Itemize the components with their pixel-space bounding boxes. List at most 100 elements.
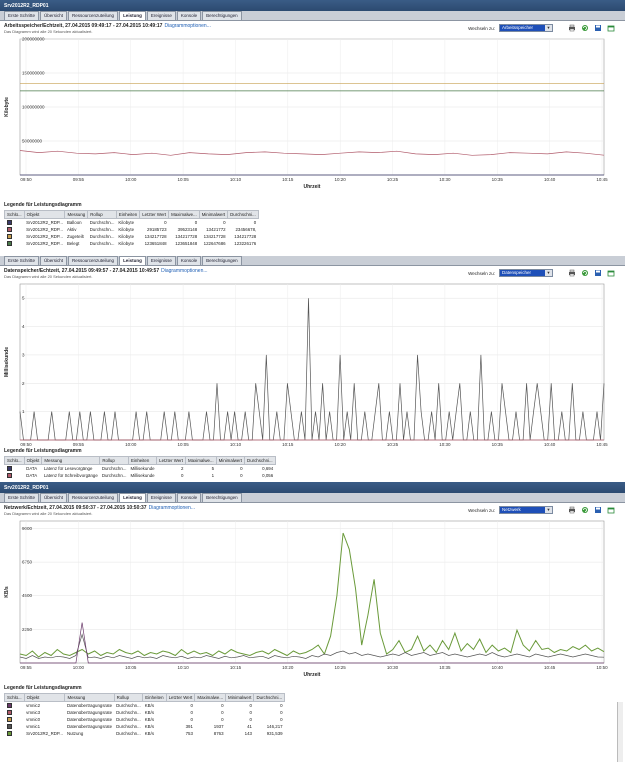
legend-column-header[interactable]: Maximalwe... [194, 693, 227, 702]
legend-column-header[interactable]: Objekt [23, 210, 66, 219]
legend-column-header[interactable]: Maximalwe... [168, 210, 200, 219]
legend-column-header[interactable]: Schlü... [4, 693, 25, 702]
print-icon[interactable] [568, 269, 576, 277]
legend-column-header[interactable]: Schlü... [4, 456, 25, 465]
refresh-icon[interactable] [581, 506, 589, 514]
legend-column-header[interactable]: Letzter Wert [156, 456, 186, 465]
legend-column-header[interactable]: Letzter Wert [165, 693, 196, 702]
legend-cell-max: 123651848 [175, 240, 198, 246]
tab-permissions[interactable]: Berechtigungen [202, 493, 242, 502]
legend-column-header[interactable]: Minimalwert [198, 210, 229, 219]
save-icon[interactable] [594, 506, 602, 514]
tab-summary[interactable]: Übersicht [40, 11, 68, 20]
tab-permissions[interactable]: Berechtigungen [202, 11, 242, 20]
legend-row[interactable]: vmnic2 Datenübertragungsrate Durchschn... K… [5, 702, 285, 709]
tab-getting-started[interactable]: Erste Schritte [4, 493, 40, 502]
tab-resource-allocation[interactable]: Ressourcenzuteilung [68, 493, 119, 502]
legend-row[interactable]: Srv2012R2_RDP... Zugeteilt Durchschn... Kil… [5, 233, 259, 240]
print-icon[interactable] [568, 506, 576, 514]
tab-performance[interactable]: Leistung [119, 11, 146, 20]
tab-console[interactable]: Konsole [176, 11, 202, 20]
legend-column-header[interactable]: Objekt [23, 456, 43, 465]
switch-to: Wechseln zu: Datenspeicher ▼ [468, 269, 553, 277]
chart-title: Netzwerk/Echtzeit, 27.04.2015 09:50:37 -… [4, 505, 147, 511]
popout-icon[interactable] [607, 24, 615, 32]
legend-column-header[interactable]: Rollup [99, 456, 129, 465]
save-icon[interactable] [594, 24, 602, 32]
legend-column-header[interactable]: Durchschni... [244, 456, 276, 465]
legend-cell-last: 753 [185, 730, 193, 736]
legend-column-header[interactable]: Objekt [23, 693, 66, 702]
chart-options-link[interactable]: Diagrammoptionen... [148, 505, 196, 511]
tab-summary[interactable]: Übersicht [40, 256, 68, 265]
legend-column-header[interactable]: Messung [64, 693, 115, 702]
legend-column-header[interactable]: Durchschni... [227, 210, 259, 219]
chart-options-link[interactable]: Diagrammoptionen... [161, 268, 208, 274]
legend-cell-avg: 123226176 [234, 240, 257, 246]
tab-resource-allocation[interactable]: Ressourcenzuteilung [68, 256, 119, 265]
legend-column-header[interactable]: Minimalwert [215, 456, 246, 465]
switch-select[interactable]: Netzwerk ▼ [499, 506, 553, 514]
legend-cell-avg: 0,056 [262, 472, 274, 478]
tab-summary[interactable]: Übersicht [40, 493, 68, 502]
tab-getting-started[interactable]: Erste Schritte [4, 256, 40, 265]
legend-column-header[interactable]: Maximalwe... [184, 456, 217, 465]
tab-events[interactable]: Ereignisse [146, 493, 176, 502]
color-swatch [6, 716, 12, 722]
window-title: Srv2012R2_RDP01 [0, 482, 625, 493]
tab-resource-allocation[interactable]: Ressourcenzuteilung [68, 11, 119, 20]
legend-cell-meas: Datenübertragungsrate [66, 709, 113, 715]
legend-column-header[interactable]: Messung [64, 210, 89, 219]
legend-row[interactable]: vmnic1 Datenübertragungsrate Durchschn... K… [5, 723, 285, 730]
legend-column-header[interactable]: Schlü... [4, 210, 25, 219]
popout-icon[interactable] [607, 269, 615, 277]
tab-console[interactable]: Konsole [176, 493, 202, 502]
legend-column-header[interactable]: Einheiten [115, 210, 141, 219]
legend-column-header[interactable]: Minimalwert [225, 693, 255, 702]
tab-events[interactable]: Ereignisse [146, 256, 176, 265]
popout-icon[interactable] [607, 506, 615, 514]
y-tick-label: 2 [22, 381, 25, 386]
switch-select[interactable]: Arbeitsspeicher ▼ [499, 24, 553, 32]
legend-row[interactable]: Srv2012R2_RDP... Belegt Durchschn... Kiloby… [5, 240, 259, 247]
legend-cell-rollup: Durchschn... [101, 465, 127, 471]
legend-row[interactable]: vmnic0 Datenübertragungsrate Durchschn... K… [5, 716, 285, 723]
legend-row[interactable]: vmnic3 Datenübertragungsrate Durchschn... K… [5, 709, 285, 716]
legend-cell-last: 134217728 [144, 233, 167, 239]
legend-row[interactable]: DATA Latenz für Lesevorgänge Durchschn... M… [5, 465, 276, 472]
print-icon[interactable] [568, 24, 576, 32]
legend-cell-min: 122647686 [203, 240, 226, 246]
tab-getting-started[interactable]: Erste Schritte [4, 11, 40, 20]
x-tick-label: 09:55 [73, 177, 85, 182]
legend-cell-max: 0 [221, 709, 224, 715]
chart-options-link[interactable]: Diagrammoptionen... [164, 23, 211, 29]
legend-column-header[interactable]: Durchschni... [253, 693, 286, 702]
legend-column-header[interactable]: Rollup [87, 210, 117, 219]
legend-column-header[interactable]: Letzter Wert [139, 210, 170, 219]
tab-events[interactable]: Ereignisse [146, 11, 176, 20]
tab-permissions[interactable]: Berechtigungen [202, 256, 242, 265]
switch-select[interactable]: Datenspeicher ▼ [499, 269, 553, 277]
legend-row[interactable]: DATA Latenz für Schreibvorgänge Durchschn.… [5, 472, 276, 479]
refresh-icon[interactable] [581, 24, 589, 32]
legend-row[interactable]: Srv2012R2_RDP... Aktiv Durchschn... Kilobyt… [5, 226, 259, 233]
tab-performance[interactable]: Leistung [119, 256, 146, 265]
legend-column-header[interactable]: Einheiten [127, 456, 158, 465]
memory-chart: 50000000 100000000 150000000 200000000 09:50… [0, 35, 625, 197]
legend-cell-obj: Srv2012R2_RDP... [26, 233, 63, 239]
legend-cell-rollup: Durchschn... [89, 233, 115, 239]
refresh-icon[interactable] [581, 269, 589, 277]
legend-column-header[interactable]: Messung [41, 456, 101, 465]
legend-cell-min: 0 [223, 219, 226, 225]
legend-row[interactable]: Srv2012R2_RDP... Nutzung Durchschn... KB/s 7… [5, 730, 285, 737]
tab-performance[interactable]: Leistung [119, 493, 146, 502]
legend-row[interactable]: Srv2012R2_RDP... Balloon Durchschn... Kilob… [5, 219, 259, 226]
legend-cell-rollup: Durchschn... [101, 472, 127, 478]
tab-console[interactable]: Konsole [176, 256, 202, 265]
y-tick-label: 1 [22, 409, 25, 414]
legend-scrollbar[interactable] [617, 702, 623, 762]
save-icon[interactable] [594, 269, 602, 277]
x-tick-label: 10:30 [387, 665, 399, 670]
legend-column-header[interactable]: Einheiten [142, 693, 167, 702]
legend-column-header[interactable]: Rollup [113, 693, 144, 702]
